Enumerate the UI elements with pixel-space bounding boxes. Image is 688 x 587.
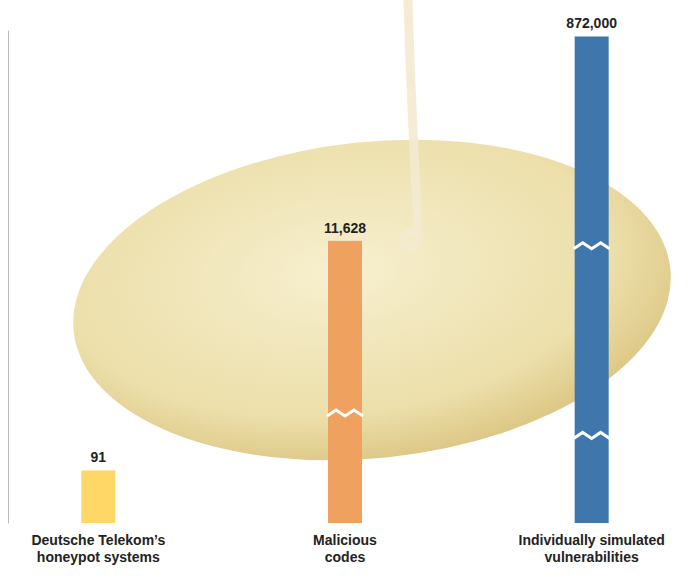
data-labels: 91 11,628 872,000 [91,15,618,465]
break-mark [574,243,610,249]
data-label: 872,000 [566,15,617,31]
y-axis-line [8,31,9,524]
break-mark [327,410,363,416]
y-axis [8,31,9,524]
break-mark [574,432,610,438]
x-tick: Maliciouscodes [313,532,377,565]
data-label: 11,628 [324,220,366,236]
bars [81,36,609,523]
bar [328,241,362,523]
chart: 91 11,628 872,000 Deutsche Telekom’shoneypo… [0,0,688,587]
category-label: Individually simulatedvulnerabilities [519,532,665,565]
honey-stream [404,0,420,249]
category-label: Maliciouscodes [313,532,377,565]
bar [81,470,115,523]
x-tick: Individually simulatedvulnerabilities [519,532,665,565]
bar [575,36,609,523]
x-tick: Deutsche Telekom’shoneypot systems [31,532,165,565]
category-label: Deutsche Telekom’shoneypot systems [31,532,165,565]
data-label: 91 [91,449,107,465]
x-axis: Deutsche Telekom’shoneypot systems Malici… [31,532,664,565]
